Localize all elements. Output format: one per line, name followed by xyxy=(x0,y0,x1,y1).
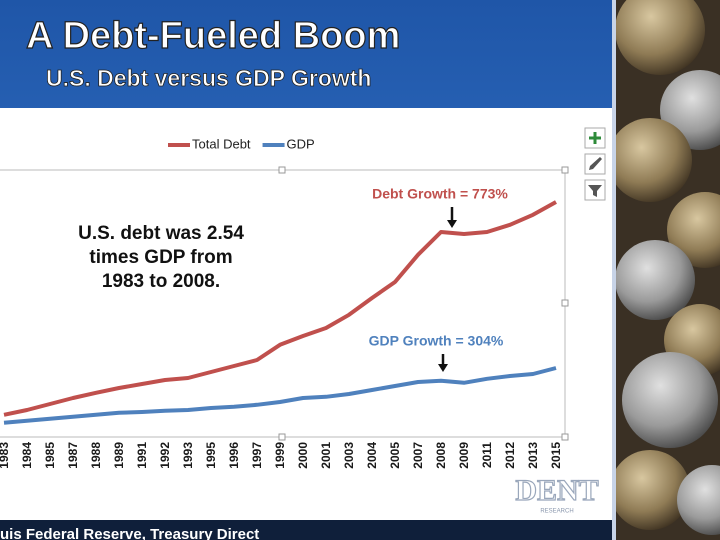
callout-line: times GDP from xyxy=(89,247,232,268)
x-tick-label: 1985 xyxy=(43,442,57,469)
legend: Total Debt GDP xyxy=(168,136,315,151)
x-tick-label: 1991 xyxy=(135,442,149,469)
legend-label: GDP xyxy=(287,136,315,151)
callout: U.S. debt was 2.54 times GDP from 1983 t… xyxy=(78,223,244,292)
x-tick-label: 1989 xyxy=(112,442,126,469)
x-tick-label: 2008 xyxy=(434,442,448,469)
chart-buttons xyxy=(584,127,606,201)
x-tick-label: 1992 xyxy=(158,442,172,469)
x-tick-label: 1997 xyxy=(250,442,264,469)
x-tick-label: 1983 xyxy=(0,442,11,469)
series-line xyxy=(3,366,557,425)
source-bar xyxy=(0,520,612,540)
logo: DENT xyxy=(515,474,598,507)
x-tick-label: 1996 xyxy=(227,442,241,469)
callout-line: 1983 to 2008. xyxy=(102,271,220,292)
x-tick-label: 2012 xyxy=(503,442,517,469)
frame-handles xyxy=(278,166,569,441)
chart-area xyxy=(0,108,612,520)
debt-growth-label: Debt Growth = 773% xyxy=(372,186,508,202)
callout-line: U.S. debt was 2.54 xyxy=(78,223,244,244)
legend-label: Total Debt xyxy=(192,136,251,151)
gdp-growth-label: GDP Growth = 304% xyxy=(369,333,504,349)
x-tick-label: 2007 xyxy=(411,442,425,469)
filter-icon xyxy=(588,185,602,197)
slide-title: A Debt-Fueled Boom xyxy=(26,15,400,57)
plus-icon xyxy=(589,132,601,144)
divider xyxy=(612,0,616,540)
x-tick-label: 2003 xyxy=(342,442,356,469)
x-tick-label: 2000 xyxy=(296,442,310,469)
arrow-head xyxy=(447,220,457,228)
x-tick-label: 2013 xyxy=(526,442,540,469)
x-tick-label: 2004 xyxy=(365,442,379,469)
x-tick-label: 1984 xyxy=(20,442,34,469)
x-tick-label: 2015 xyxy=(549,442,563,469)
brush-icon xyxy=(589,157,602,170)
x-tick-label: 1999 xyxy=(273,442,287,469)
x-tick-label: 2001 xyxy=(319,442,333,469)
slide-subtitle: U.S. Debt versus GDP Growth xyxy=(46,65,371,91)
x-tick-label: 1993 xyxy=(181,442,195,469)
x-tick-label: 1988 xyxy=(89,442,103,469)
x-tick-label: 1987 xyxy=(66,442,80,469)
arrow-head xyxy=(438,364,448,372)
x-tick-label: 2005 xyxy=(388,442,402,469)
coins-image xyxy=(608,0,720,540)
logo-sub: RESEARCH xyxy=(540,509,573,515)
x-tick-label: 2011 xyxy=(480,442,494,468)
source: uis Federal Reserve, Treasury Direct xyxy=(0,526,259,540)
x-tick-label: 1995 xyxy=(204,442,218,469)
series-line xyxy=(3,200,557,417)
x-tick-label: 2009 xyxy=(457,442,471,469)
